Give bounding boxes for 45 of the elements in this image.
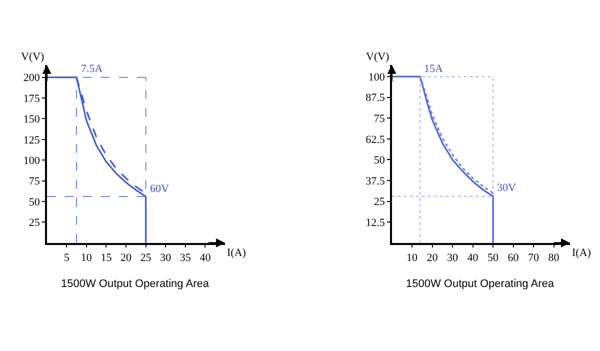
y-tick-label: 50 <box>374 154 386 167</box>
annotation: 30V <box>497 182 516 194</box>
y-axis-title: V(V) <box>21 51 45 63</box>
y-axis-title: V(V) <box>366 51 390 63</box>
text: 1500W Output Operating Area <box>61 278 210 290</box>
x-axis-title: I(A) <box>572 247 592 259</box>
x-tick-label: 35 <box>180 252 192 264</box>
x-tick-label: 20 <box>426 252 438 264</box>
y-tick-label: 50 <box>28 196 40 208</box>
y-tick-label: 62.5 <box>366 134 386 146</box>
text: 1500W Output Operating Area <box>406 278 555 290</box>
x-tick-label: 80 <box>548 252 560 264</box>
annotation: 15A <box>424 63 443 75</box>
y-tick-label: 100 <box>368 71 386 84</box>
x-tick-label: 30 <box>447 252 459 264</box>
x-tick-label: 40 <box>200 252 212 264</box>
y-tick-label: 25 <box>28 217 40 230</box>
x-tick-label: 20 <box>120 252 132 264</box>
line-series <box>419 76 494 194</box>
x-tick-label: 25 <box>140 252 152 264</box>
y-tick-label: 150 <box>23 114 40 126</box>
x-tick-label: 60 <box>508 252 520 264</box>
x-tick-label: 30 <box>160 252 172 264</box>
x-tick-label: 10 <box>80 252 92 264</box>
y-tick-label: 175 <box>23 92 40 105</box>
line-series <box>392 76 494 243</box>
y-tick-label: 75 <box>374 113 386 126</box>
x-tick-label: 5 <box>64 252 70 264</box>
annotation: 7.5A <box>81 63 103 75</box>
line-series <box>46 76 147 243</box>
x-tick-label: 50 <box>488 252 500 264</box>
y-tick-label: 12.5 <box>366 216 386 229</box>
y-tick-label: 125 <box>23 134 40 146</box>
annotation: 60V <box>150 183 169 195</box>
y-tick-label: 25 <box>374 196 386 208</box>
y-tick-label: 200 <box>23 72 40 84</box>
y-tick-label: 87.5 <box>366 92 386 104</box>
y-tick-label: 75 <box>28 176 40 188</box>
y-tick-label: 100 <box>23 154 40 167</box>
x-tick-label: 15 <box>100 252 112 264</box>
y-tick-label: 37.5 <box>366 175 386 188</box>
x-tick-label: 10 <box>406 252 418 264</box>
x-tick-label: 70 <box>528 252 540 264</box>
x-axis-title: I(A) <box>227 247 246 259</box>
x-tick-label: 40 <box>467 252 479 264</box>
